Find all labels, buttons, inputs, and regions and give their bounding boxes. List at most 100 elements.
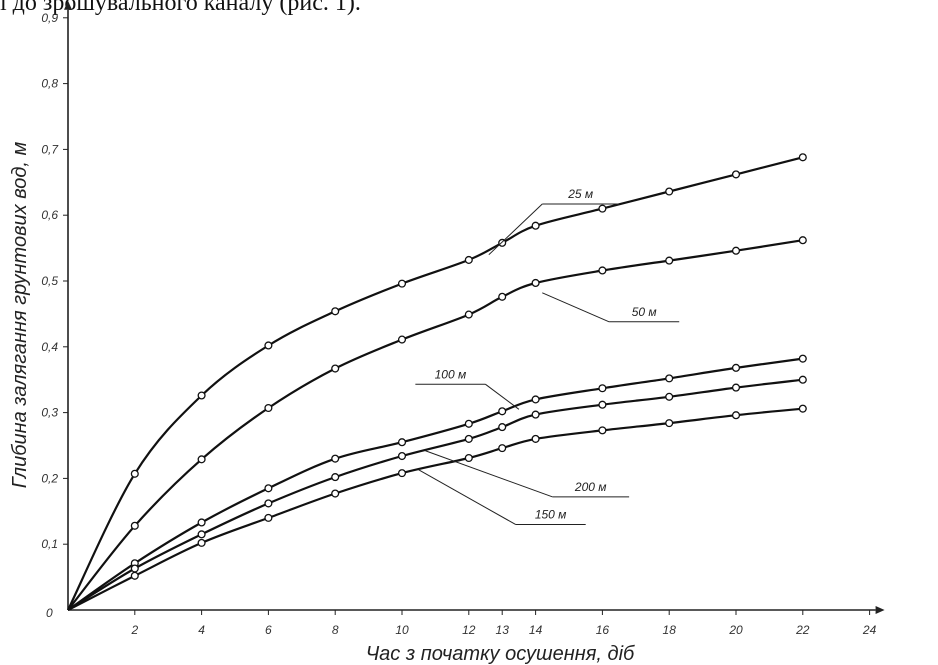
leader-line <box>418 469 516 525</box>
series-2 <box>67 236 807 611</box>
x-tick-label: 10 <box>395 623 409 637</box>
data-point <box>665 374 674 383</box>
data-point <box>331 364 340 373</box>
data-point <box>731 246 741 255</box>
x-tick-label: 14 <box>529 623 543 637</box>
x-tick-label: 6 <box>265 623 272 637</box>
y-tick-label: 0,6 <box>41 208 58 222</box>
leader-line <box>425 450 553 498</box>
series-5 <box>67 404 807 611</box>
data-point <box>264 513 273 522</box>
data-point <box>598 204 607 213</box>
data-point <box>798 153 807 162</box>
data-point <box>130 521 139 530</box>
data-point <box>264 484 273 493</box>
y-tick-label: 0,1 <box>41 537 58 551</box>
series-label-3: 100 м <box>415 367 520 410</box>
data-point <box>264 403 273 413</box>
document-text-fragment: ї до зрошувального каналу (рис. 1). <box>0 0 361 16</box>
x-tick-label: 2 <box>130 623 138 637</box>
x-tick-label: 13 <box>496 623 510 637</box>
data-point <box>331 454 340 463</box>
x-tick-label: 18 <box>663 623 677 637</box>
x-tick-label: 12 <box>462 623 476 637</box>
series-name-label: 200 м <box>574 480 607 494</box>
data-point <box>264 341 273 350</box>
series-label-1: 25 м <box>488 187 620 256</box>
y-tick-label: 0,2 <box>41 471 58 485</box>
data-point <box>130 571 139 580</box>
series-labels: 25 м 50 м 100 м 200 м 150 м <box>415 187 680 525</box>
data-point <box>665 419 674 428</box>
x-tick-label: 16 <box>596 623 610 637</box>
x-tick-label: 24 <box>862 623 877 637</box>
data-point <box>464 255 473 264</box>
data-point <box>397 279 407 288</box>
series-line <box>67 378 803 611</box>
data-point <box>130 564 139 573</box>
data-point <box>598 426 607 435</box>
data-point <box>665 187 674 196</box>
series-line <box>67 407 803 611</box>
series-name-label: 25 м <box>567 187 593 201</box>
data-point <box>798 375 807 384</box>
data-point <box>331 307 340 316</box>
series-label-2: 50 м <box>542 292 680 323</box>
series-4 <box>67 375 807 611</box>
data-point <box>197 538 206 547</box>
data-point <box>197 391 206 400</box>
data-point <box>197 518 206 527</box>
series-1 <box>67 153 807 611</box>
series-line <box>67 357 803 611</box>
data-point <box>531 278 540 288</box>
x-tick-label: 20 <box>728 623 743 637</box>
data-point <box>531 395 540 404</box>
data-point <box>464 310 473 319</box>
series-name-label: 150 м <box>535 508 567 522</box>
series-name-label: 100 м <box>435 367 467 381</box>
data-point <box>498 423 507 432</box>
data-point <box>731 363 741 372</box>
y-tick-label: 0,5 <box>41 274 58 288</box>
origin-label: 0 <box>46 606 53 620</box>
data-point <box>397 469 407 478</box>
data-point <box>498 407 507 416</box>
x-tick-label: 8 <box>332 623 339 637</box>
y-tick-label: 0,8 <box>41 77 58 91</box>
data-point <box>498 238 507 247</box>
data-point <box>397 438 407 447</box>
data-point <box>665 392 674 401</box>
data-point <box>397 451 407 461</box>
data-point <box>464 419 473 428</box>
data-point <box>464 434 473 443</box>
data-point <box>798 236 807 245</box>
series-label-5: 150 м <box>418 469 586 525</box>
data-point <box>264 499 273 508</box>
data-point <box>498 292 507 301</box>
x-tick-label: 22 <box>795 623 810 637</box>
data-point <box>397 335 407 344</box>
data-point <box>498 444 507 453</box>
leader-line <box>485 383 520 410</box>
data-point <box>331 473 340 482</box>
series-layer <box>67 153 807 611</box>
data-point <box>798 404 807 413</box>
data-point <box>130 469 139 478</box>
leader-line <box>488 203 543 256</box>
data-point <box>598 400 607 409</box>
series-name-label: 50 м <box>632 305 657 319</box>
x-axis-arrow-icon <box>875 606 885 614</box>
data-point <box>598 266 607 275</box>
data-point <box>731 411 741 420</box>
x-axis-title: Час з початку осушення, діб <box>366 643 635 665</box>
y-tick-label: 0,4 <box>41 340 58 354</box>
data-point <box>598 384 607 393</box>
data-point <box>731 170 741 179</box>
axes: 2 4 6 8 10 12 13 14 16 18 20 22 240,10,20,30,40,50,6… <box>41 0 885 637</box>
y-tick-label: 0,9 <box>41 11 58 25</box>
leader-line <box>542 292 610 323</box>
series-line <box>67 156 804 611</box>
data-point <box>331 489 340 498</box>
data-point <box>798 354 807 363</box>
